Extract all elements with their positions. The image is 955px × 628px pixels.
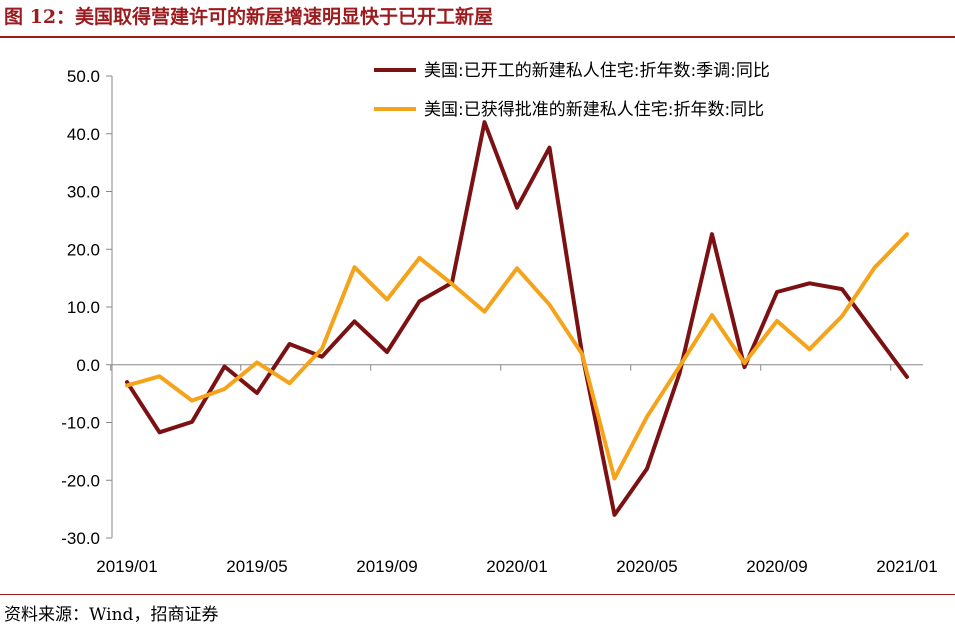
series-line-1 [125,120,909,517]
x-tick-label: 2019/05 [226,557,287,576]
y-tick-label: 10.0 [67,298,100,317]
y-tick-label: 30.0 [67,183,100,202]
x-tick-label: 2021/01 [876,557,937,576]
source-divider [0,594,955,595]
chart-legend: 美国:已开工的新建私人住宅:折年数:季调:同比美国:已获得批准的新建私人住宅:折… [374,61,770,120]
x-tick-label: 2019/09 [356,557,417,576]
y-tick-label: -20.0 [61,471,100,490]
y-tick-label: 50.0 [67,67,100,86]
figure-title: 图 12：美国取得营建许可的新屋增速明显快于已开工新屋 [4,6,494,28]
y-tick-label: 40.0 [67,125,100,144]
title-divider [0,36,955,38]
chart-series-lines [125,120,909,517]
y-tick-label: -30.0 [61,529,100,548]
source-note: 资料来源：Wind，招商证券 [4,605,219,625]
x-tick-label: 2020/01 [486,557,547,576]
x-tick-label: 2019/01 [96,557,157,576]
y-tick-label: 0.0 [76,356,100,375]
chart-axes: 50.0 40.0 30.0 20.0 10.0 0.0 -10.0 -20.0 -30.0 20… [61,67,937,576]
legend-label-1: 美国:已开工的新建私人住宅:折年数:季调:同比 [424,61,770,81]
series-line-2 [125,232,909,481]
x-tick-label: 2020/05 [616,557,677,576]
x-tick-label: 2020/09 [746,557,807,576]
y-tick-label: -10.0 [61,414,100,433]
legend-label-2: 美国:已获得批准的新建私人住宅:折年数:同比 [424,100,764,120]
y-tick-label: 20.0 [67,240,100,259]
